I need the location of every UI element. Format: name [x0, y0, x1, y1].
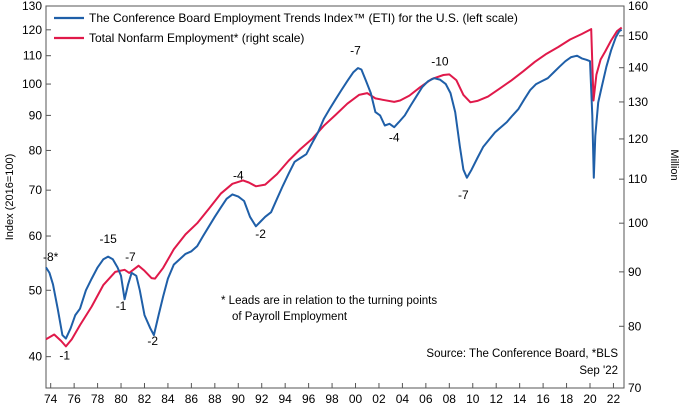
left-tick-label: 100 — [22, 77, 42, 91]
left-tick-label: 130 — [22, 0, 42, 13]
x-tick-label: 80 — [114, 392, 128, 406]
x-tick-label: 94 — [278, 392, 292, 406]
x-tick-label: 98 — [325, 392, 339, 406]
legend: The Conference Board Employment Trends I… — [54, 11, 518, 45]
right-tick-label: 110 — [628, 172, 647, 186]
right-tick-label: 150 — [628, 29, 648, 43]
x-tick-label: 86 — [185, 392, 199, 406]
x-tick-label: 22 — [607, 392, 621, 406]
right-tick-label: 140 — [628, 61, 648, 75]
series-line-eti — [45, 28, 623, 340]
lead-annotation: -1 — [59, 349, 70, 363]
lead-annotation: -2 — [147, 334, 158, 348]
x-tick-label: 74 — [44, 392, 58, 406]
left-tick-label: 120 — [22, 23, 42, 37]
left-axis-label: Index (2016=100) — [4, 154, 16, 241]
footnote-line-1: * Leads are in relation to the turning p… — [221, 295, 437, 307]
x-tick-label: 84 — [161, 392, 175, 406]
left-tick-label: 70 — [29, 183, 43, 197]
footnote-line-2: of Payroll Employment — [232, 311, 348, 323]
legend-label-eti: The Conference Board Employment Trends I… — [89, 11, 518, 25]
right-tick-label: 80 — [628, 319, 642, 333]
right-axis-label: Million — [668, 149, 680, 180]
source-note: Source: The Conference Board, *BLS — [426, 348, 618, 360]
right-tick-label: 120 — [628, 132, 648, 146]
x-tick-label: 88 — [208, 392, 222, 406]
lead-annotation: -4 — [389, 130, 400, 144]
x-tick-label: 92 — [255, 392, 269, 406]
x-tick-label: 02 — [372, 392, 386, 406]
right-tick-label: 100 — [628, 216, 648, 230]
lead-annotation: -7 — [458, 188, 469, 202]
x-tick-label: 20 — [583, 392, 597, 406]
left-tick-label: 80 — [29, 143, 43, 157]
right-tick-label: 160 — [628, 0, 648, 13]
x-tick-label: 82 — [138, 392, 152, 406]
series-line-employment — [45, 26, 623, 348]
lead-annotation: -7 — [350, 43, 361, 57]
x-tick-label: 06 — [419, 392, 433, 406]
x-tick-label: 10 — [466, 392, 480, 406]
x-tick-label: 78 — [91, 392, 105, 406]
x-tick-label: 76 — [67, 392, 81, 406]
lead-annotation: -8* — [43, 250, 59, 264]
right-tick-label: 130 — [628, 95, 648, 109]
left-tick-label: 40 — [29, 350, 43, 364]
x-tick-label: 08 — [443, 392, 457, 406]
left-tick-label: 110 — [23, 49, 42, 63]
x-tick-label: 04 — [396, 392, 410, 406]
x-axis: 74 76 78 80 82 84 86 88 90 92 94 96 98 00 02 04 06 08 10 12… — [44, 383, 620, 406]
left-tick-label: 90 — [29, 108, 43, 122]
right-tick-label: 70 — [628, 381, 642, 395]
right-axis: 70 80 90 100 110 120 130 140 150 160 — [619, 0, 648, 395]
annotation-layer: -8* -1 -15 -7 -1 -2 -4 -2 -7 -4 -10 -7 — [43, 43, 469, 362]
right-tick-label: 90 — [628, 265, 642, 279]
x-tick-label: 16 — [536, 392, 550, 406]
lead-annotation: -4 — [233, 169, 244, 183]
left-tick-label: 50 — [29, 283, 43, 297]
lead-annotation: -10 — [431, 54, 449, 68]
x-tick-label: 14 — [513, 392, 527, 406]
x-tick-label: 00 — [349, 392, 363, 406]
lead-annotation: -7 — [125, 250, 136, 264]
x-tick-label: 18 — [560, 392, 574, 406]
date-label: Sep '22 — [579, 365, 618, 377]
x-tick-label: 12 — [490, 392, 504, 406]
left-tick-label: 60 — [29, 229, 43, 243]
lead-annotation: -2 — [255, 227, 266, 241]
x-tick-label: 96 — [302, 392, 316, 406]
lead-annotation: -15 — [99, 232, 117, 246]
series-layer — [45, 26, 623, 348]
legend-label-employment: Total Nonfarm Employment* (right scale) — [89, 31, 304, 45]
lead-annotation: -1 — [116, 299, 127, 313]
plot-frame — [45, 5, 625, 389]
left-axis: 40 50 60 70 80 90 100 110 120 130 — [22, 0, 51, 364]
x-tick-label: 90 — [232, 392, 246, 406]
